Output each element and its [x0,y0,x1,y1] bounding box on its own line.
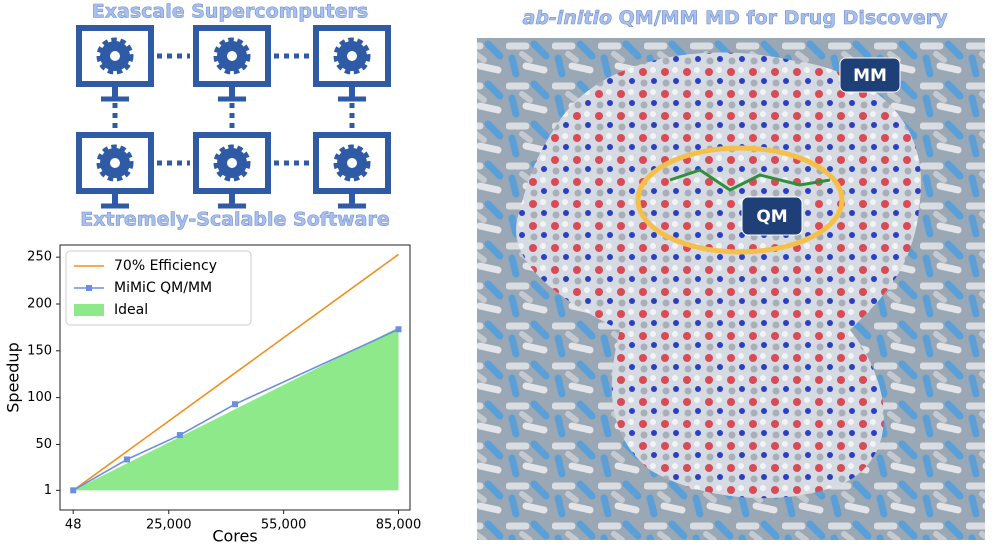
qm-box [741,196,803,236]
legend-label: Ideal [114,302,148,318]
y-tick-label: 150 [27,343,52,358]
diagram-bottom-label: Extremely-Scalable Software [80,209,389,231]
x-tick-label: 48 [65,518,82,533]
y-tick-label: 50 [35,437,52,452]
marker [232,401,238,408]
y-tick-label: 250 [27,250,52,265]
qm-label: QM [756,207,787,227]
line [72,253,399,491]
monitor [193,132,271,194]
x-tick-label: 55,000 [261,518,307,533]
y-tick-label: 100 [27,390,52,405]
x-axis-label: Cores [212,527,257,546]
legend-label: 70% Efficiency [114,258,217,274]
qm-region [635,145,845,255]
y-tick-label: 200 [27,296,52,311]
protein-surface [516,52,922,499]
gear-hole [110,158,120,168]
marker [395,326,402,333]
title-rest: QM/MM MD for Drug Discovery [619,7,948,29]
monitor [193,25,271,87]
mm-label: MM [853,66,887,86]
gear-hole [347,51,357,61]
x-tick-label: 85,000 [376,518,422,533]
title-italic: ab-initio [523,7,613,29]
y-tick-label: 1 [44,483,52,498]
supercomputer-diagram: Exascale Supercomputers Extremely-Scalab… [76,0,391,231]
monitor [313,25,391,87]
gear-hole [110,51,120,61]
marker [176,432,183,439]
gear-hole [227,51,237,61]
y-axis-label: Speedup [4,342,23,412]
legend-marker [86,285,92,291]
monitor [76,25,154,87]
marker [70,487,77,494]
plot-frame [59,244,411,511]
qmmm-image: ab-initio QM/MM MD for Drug Discovery MM… [477,6,985,540]
mm-box [839,57,901,93]
legend-box [65,250,252,326]
area [73,327,399,491]
legend-swatch [74,304,104,316]
legend-label: MiMiC QM/MM [114,280,212,296]
gear-hole [227,158,237,168]
x-tick-label: 25,000 [146,518,192,533]
marker [124,456,131,463]
ligand [669,168,831,192]
monitor [313,132,391,194]
diagram-top-label: Exascale Supercomputers [92,1,368,23]
monitor [76,132,154,194]
image-title: ab-initio QM/MM MD for Drug Discovery [523,7,949,29]
gear-hole [347,158,357,168]
